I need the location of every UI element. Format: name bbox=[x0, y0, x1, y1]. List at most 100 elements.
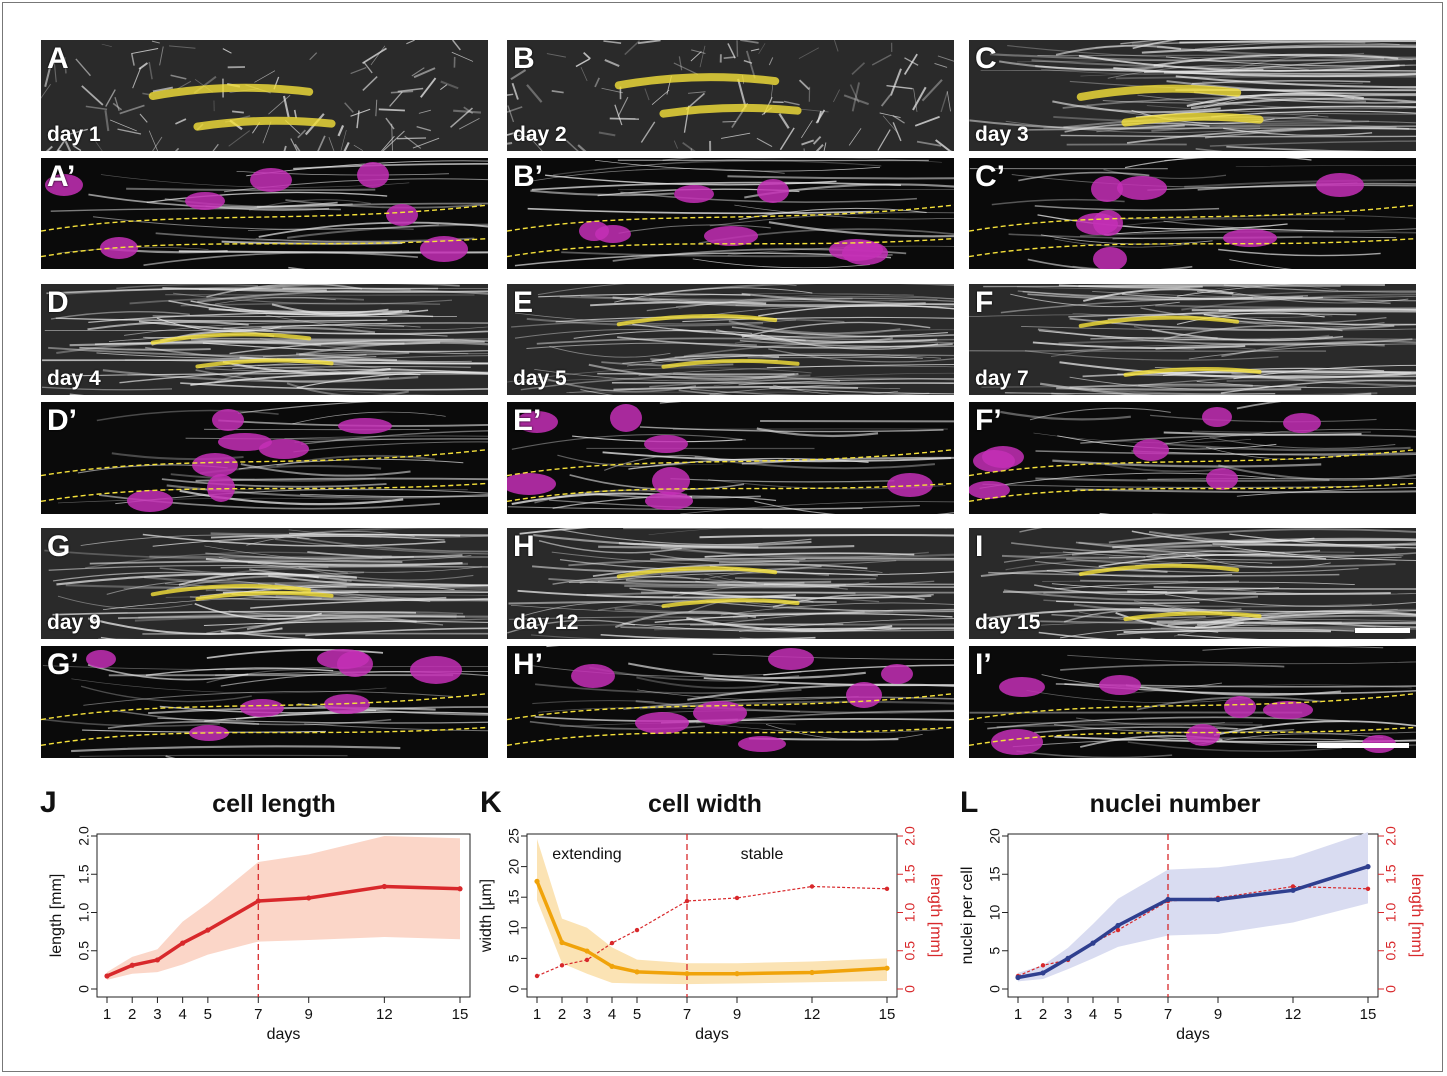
confidence-band bbox=[1018, 832, 1368, 982]
main-series-point bbox=[884, 965, 890, 971]
chart-title: nuclei number bbox=[1090, 790, 1261, 818]
x-axis-label: days bbox=[267, 1026, 301, 1043]
day-label: day 12 bbox=[513, 611, 579, 634]
main-series-point bbox=[1090, 940, 1096, 946]
chart-title: cell length bbox=[212, 790, 336, 818]
y-tick-label: 0 bbox=[76, 985, 92, 993]
length-series-point bbox=[609, 940, 615, 946]
y-tick-label: 25 bbox=[506, 828, 522, 844]
x-tick-label: 7 bbox=[254, 1006, 262, 1023]
panel-label: D bbox=[47, 286, 69, 319]
x-tick-label: 5 bbox=[204, 1006, 212, 1023]
x-tick-label: 1 bbox=[1014, 1006, 1022, 1023]
x-tick-label: 9 bbox=[1214, 1006, 1222, 1023]
length-series-point bbox=[1115, 927, 1121, 933]
main-series-point bbox=[1015, 974, 1021, 981]
x-tick-label: 4 bbox=[1089, 1006, 1097, 1023]
y-tick-label: 10 bbox=[987, 905, 1003, 921]
panel-label: I’ bbox=[975, 648, 992, 681]
main-series-point bbox=[809, 969, 815, 976]
micrograph-panel-D2: D’ bbox=[41, 402, 488, 514]
x-tick-label: 3 bbox=[1064, 1006, 1072, 1023]
y-axis-label: length [mm] bbox=[48, 874, 65, 958]
micrograph-panel-G2: G’ bbox=[41, 646, 488, 758]
y-tick-label: 0 bbox=[987, 985, 1003, 993]
y-tick-label: 1.5 bbox=[76, 864, 92, 884]
y-right-tick-label: 1.0 bbox=[1383, 903, 1399, 923]
x-tick-label: 1 bbox=[103, 1006, 111, 1023]
length-series-point bbox=[1040, 963, 1046, 968]
y-tick-label: 0 bbox=[506, 985, 522, 993]
panel-label: E bbox=[513, 286, 534, 319]
main-series-point bbox=[1365, 864, 1371, 870]
micrograph-panel-B2: B’ bbox=[507, 158, 954, 269]
x-tick-label: 5 bbox=[1114, 1006, 1122, 1023]
micrograph-image bbox=[41, 646, 488, 758]
x-tick-label: 3 bbox=[583, 1006, 591, 1023]
y-tick-label: 15 bbox=[506, 889, 522, 905]
main-series-point bbox=[1040, 970, 1046, 976]
scale-bar bbox=[1355, 628, 1410, 633]
x-axis-label: days bbox=[695, 1026, 729, 1043]
length-series-point bbox=[1290, 884, 1296, 889]
scale-bar bbox=[1317, 743, 1409, 748]
y-tick-label: 5 bbox=[987, 947, 1003, 955]
chart-panel-label: L bbox=[960, 786, 978, 819]
x-axis-label: days bbox=[1176, 1026, 1210, 1043]
micrograph-image bbox=[41, 402, 488, 514]
micrograph-image bbox=[507, 402, 954, 514]
micrograph-image bbox=[41, 528, 488, 639]
x-tick-label: 2 bbox=[558, 1006, 566, 1023]
micrograph-panel-F2: F’ bbox=[969, 402, 1416, 514]
y-right-tick-label: 1.5 bbox=[1383, 864, 1399, 884]
micrograph-image bbox=[41, 284, 488, 395]
plot-frame bbox=[526, 833, 898, 998]
micrograph-image bbox=[41, 158, 488, 269]
y-right-axis-label: length [mm] bbox=[927, 874, 944, 958]
micrograph-image bbox=[507, 40, 954, 151]
main-series-point bbox=[534, 878, 540, 884]
micrograph-image bbox=[969, 646, 1416, 758]
length-series-point bbox=[584, 957, 590, 963]
main-series-point bbox=[734, 971, 740, 977]
main-series-point bbox=[129, 962, 135, 968]
length-series-point bbox=[809, 884, 815, 889]
x-tick-label: 15 bbox=[1360, 1006, 1377, 1023]
x-tick-label: 9 bbox=[733, 1006, 741, 1023]
y-right-tick-label: 2.0 bbox=[1383, 826, 1399, 846]
length-series-point bbox=[684, 898, 690, 904]
x-tick-label: 4 bbox=[178, 1006, 186, 1023]
y-right-tick-label: 0 bbox=[902, 985, 918, 993]
annotation-stable: stable bbox=[741, 846, 784, 863]
length-series-point bbox=[1365, 886, 1371, 891]
main-series-point bbox=[154, 957, 161, 963]
length-series-point bbox=[559, 963, 565, 968]
y-right-tick-label: 0.5 bbox=[1383, 941, 1399, 961]
main-series-point bbox=[684, 971, 690, 977]
x-tick-label: 3 bbox=[153, 1006, 161, 1023]
panel-label: D’ bbox=[47, 404, 77, 437]
y-tick-label: 10 bbox=[506, 920, 522, 936]
main-series-point bbox=[1065, 955, 1071, 962]
panel-label: H bbox=[513, 530, 535, 563]
micrograph-image bbox=[969, 284, 1416, 395]
panel-label: B’ bbox=[513, 160, 543, 193]
micrograph-panel-H2: H’ bbox=[507, 646, 954, 758]
confidence-band bbox=[107, 836, 460, 980]
panel-label: C’ bbox=[975, 160, 1005, 193]
x-tick-label: 5 bbox=[633, 1006, 641, 1023]
chart-panel-label: K bbox=[480, 786, 502, 819]
day-label: day 9 bbox=[47, 611, 101, 634]
main-series-point bbox=[104, 973, 110, 979]
micrograph-panel-I2: I’ bbox=[969, 646, 1416, 758]
panel-label: F bbox=[975, 286, 994, 319]
plot-frame bbox=[1007, 833, 1379, 998]
main-series-point bbox=[205, 927, 211, 933]
panel-label: H’ bbox=[513, 648, 543, 681]
length-series-point bbox=[734, 895, 740, 901]
main-series-point bbox=[1290, 887, 1296, 893]
